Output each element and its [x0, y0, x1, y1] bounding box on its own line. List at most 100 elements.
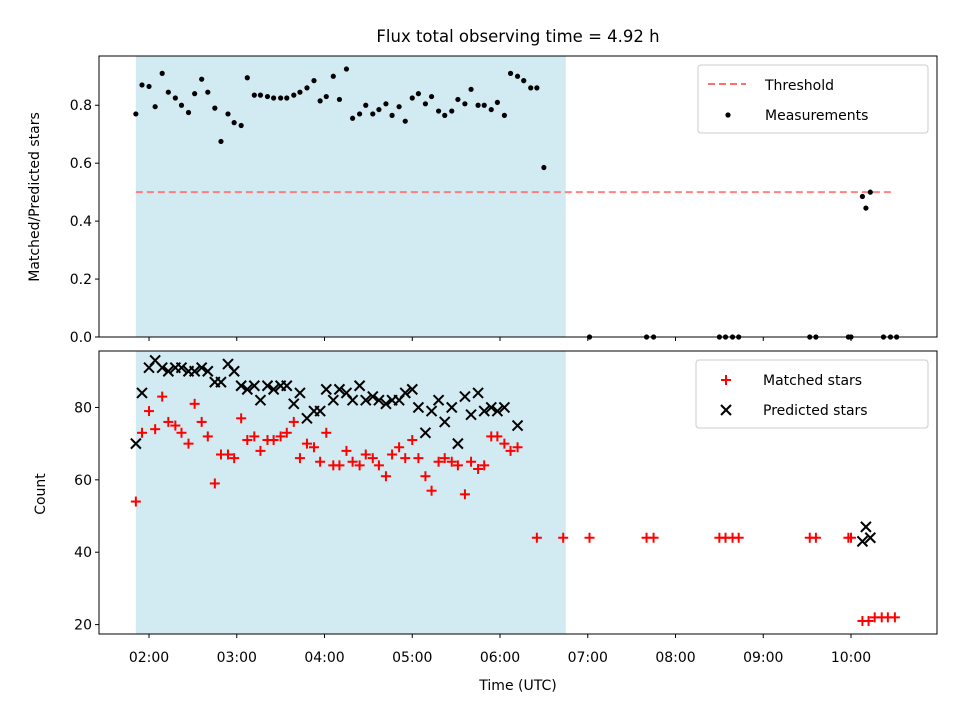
predicted-star-point: [162, 365, 175, 377]
predicted-star-stroke-b: [485, 401, 497, 414]
predicted-star-point: [353, 380, 366, 392]
matched-star-point: [459, 489, 470, 500]
predicted-star-point: [254, 394, 267, 406]
measurement-point: [146, 83, 152, 90]
predicted-star-stroke-b: [452, 437, 464, 450]
predicted-star-point: [235, 380, 247, 392]
predicted-star-stroke-b: [864, 532, 877, 544]
predicted-star-point: [498, 401, 511, 414]
matched-star-point: [400, 453, 411, 464]
predicted-star-stroke-b: [425, 405, 438, 417]
predicted-star-point: [175, 361, 188, 374]
predicted-star-stroke-b: [261, 380, 274, 392]
matched-star-point: [512, 442, 523, 453]
measurement-point: [863, 205, 869, 211]
bottom-xtick-label: 05:00: [392, 650, 432, 666]
predicted-star-point: [419, 427, 432, 439]
bottom-axes-frame: [98, 350, 938, 635]
measurement-point: [278, 95, 284, 101]
measurement-point: [264, 93, 271, 100]
matched-star-point: [373, 460, 384, 471]
predicted-star-stroke-b: [367, 390, 379, 403]
matched-star-point: [413, 453, 424, 464]
predicted-star-stroke-b: [136, 387, 148, 399]
measurement-point: [363, 102, 369, 108]
predicted-star-stroke-b: [498, 401, 511, 414]
measurement-point: [139, 82, 145, 88]
legend-threshold-label: Threshold: [764, 78, 834, 94]
measurement-point: [330, 73, 336, 79]
matched-star-point: [222, 449, 233, 460]
predicted-star-stroke-b: [856, 535, 869, 548]
measurement-point: [159, 70, 165, 76]
predicted-star-point: [136, 387, 148, 399]
predicted-star-point: [130, 437, 142, 450]
predicted-star-stroke-b: [340, 387, 353, 399]
measurement-point: [244, 75, 250, 81]
predicted-star-stroke-b: [360, 394, 372, 406]
measurement-point: [501, 112, 507, 118]
measurement-point: [178, 102, 185, 108]
predicted-star-stroke-b: [281, 380, 293, 392]
bottom-xtick-label: 02:00: [129, 650, 169, 666]
measurement-point: [192, 91, 198, 97]
matched-star-point: [863, 615, 874, 626]
matched-star-point: [360, 449, 371, 460]
measurement-point: [376, 106, 382, 113]
measurement-point: [534, 85, 540, 91]
top-ytick-label: 0.2: [70, 272, 92, 288]
predicted-star-point: [333, 383, 346, 396]
predicted-star-point: [860, 521, 872, 533]
predicted-star-stroke-b: [202, 365, 214, 377]
matched-star-point: [130, 496, 141, 507]
predicted-star-point: [373, 394, 385, 406]
matched-star-point: [433, 456, 444, 467]
predicted-star-stroke-b: [439, 416, 451, 428]
measurement-point: [152, 104, 158, 110]
predicted-star-stroke-b: [241, 383, 254, 396]
matched-star-point: [499, 438, 510, 449]
measurement-point: [199, 76, 205, 82]
matched-star-point: [288, 416, 299, 427]
legend-measurements-label: Measurements: [765, 108, 868, 124]
bottom-observing-span: [135, 351, 566, 634]
measurement-point: [528, 85, 534, 91]
matched-star-point: [229, 453, 240, 464]
measurement-point: [343, 66, 350, 72]
matched-star-point: [315, 456, 326, 467]
matched-star-point: [189, 398, 200, 409]
measurement-point: [435, 108, 442, 114]
top-panel: 0.0 0.2 0.4 0.6 0.8 Flux total observing tim…: [27, 27, 938, 346]
matched-star-point: [531, 532, 542, 543]
bottom-xtick-label: 09:00: [743, 650, 783, 666]
predicted-star-point: [156, 361, 168, 374]
predicted-star-stroke-b: [267, 383, 280, 396]
predicted-star-point: [380, 398, 392, 410]
matched-star-point: [420, 471, 431, 482]
matched-star-markers: [130, 391, 900, 626]
matched-star-point: [176, 427, 187, 438]
measurement-point: [383, 101, 389, 107]
measurement-point: [317, 98, 323, 104]
top-ytick-label: 0.0: [70, 330, 92, 346]
predicted-star-point: [432, 394, 445, 406]
predicted-star-stroke-b: [254, 394, 267, 406]
predicted-star-stroke-b: [491, 405, 504, 417]
matched-star-point: [810, 532, 821, 543]
bottom-xtick-label: 06:00: [480, 650, 520, 666]
predicted-star-point: [195, 361, 208, 374]
matched-star-point: [196, 416, 207, 427]
x-axis-label: Time (UTC): [478, 678, 556, 694]
predicted-star-stroke-b: [228, 365, 240, 377]
predicted-star-stroke-b: [235, 380, 247, 392]
matched-star-point: [380, 471, 391, 482]
predicted-star-point: [399, 387, 411, 399]
matched-star-point: [505, 445, 516, 456]
matched-star-point: [347, 456, 358, 467]
predicted-star-stroke-b: [222, 358, 234, 370]
measurement-point: [304, 85, 310, 91]
predicted-star-point: [188, 365, 201, 377]
predicted-star-point: [491, 405, 504, 417]
top-legend-box: [697, 64, 929, 134]
